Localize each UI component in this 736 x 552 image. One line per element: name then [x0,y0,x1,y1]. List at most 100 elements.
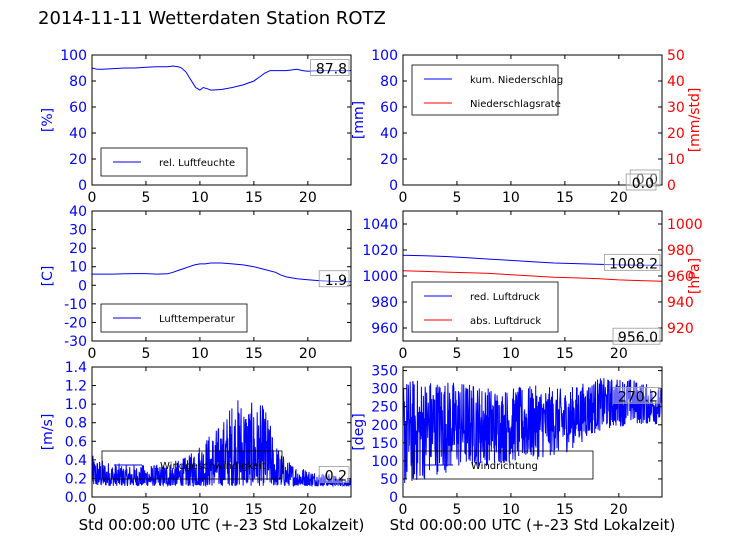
chart-panel-wind_speed: 0 5 10 15 20 0.0 0.2 0.4 0.6 0.8 1.0 1.2 1.4 [m/s] Std… [40,360,364,534]
y-tick-label: 960 [371,321,398,337]
series-line-0 [92,400,351,488]
legend-label: rel. Luftfeuchte [159,158,235,169]
y-tick-label: 40 [69,204,87,220]
y-tick-label: 0.8 [65,416,87,432]
y-tick-label: 1020 [362,243,398,259]
chart-title: 2014-11-11 Wetterdaten Station ROTZ [38,8,386,29]
y2-tick-label: 920 [667,321,694,337]
legend: Lufttemperatur [100,303,248,333]
y-tick-label: 20 [69,241,87,257]
x-tick-label: 0 [88,502,97,518]
y-tick-label: 0.0 [65,490,87,506]
x-tick-label: 0 [399,190,408,206]
y2-tick-label: 30 [667,100,685,116]
legend-label: Windgeschwindigkeit [160,461,266,472]
y-tick-label: 80 [69,74,87,90]
current-value-frame [318,270,350,288]
legend: rel. Luftfeuchte [100,147,248,177]
current-value-text: 1.9 [325,273,347,289]
x-tick-label: 15 [245,502,263,518]
current-value-text: 0.0 [636,172,658,188]
y-tick-label: 40 [380,126,398,142]
y-tick-label: 0.6 [65,434,87,450]
x-tick-label: 5 [141,190,150,206]
y2-tick-label: 0 [667,178,676,194]
x-tick-label: 10 [191,502,209,518]
chart-panel-humidity: 0 5 10 15 20 0 20 40 60 80 100 [%] rel. Luftfeuchte 8… [40,48,352,206]
current-value-box: 87.8 [310,59,350,78]
x-tick-label: 5 [141,346,150,362]
x-axis-label: Std 00:00:00 UTC (+-23 Std Lokalzeit) [390,516,676,534]
y-axis-label: [deg] [351,413,367,450]
chart-panel-rain: 0 5 10 15 20 0 20 40 60 80 100 0 10 20 30 40 50 [mm] [mm/s… [351,48,703,206]
y-tick-label: 60 [69,100,87,116]
y-tick-label: 1.0 [65,397,87,413]
current-value-box: 0.2 [318,466,350,484]
y-tick-label: 200 [371,418,398,434]
y-tick-label: 30 [69,223,87,239]
plot-area [92,262,351,283]
y-tick-label: 100 [371,48,398,64]
y-tick-label: 980 [371,295,398,311]
y-tick-label: -20 [64,315,87,331]
chart-panel-temperature: 0 5 10 15 20 -30 -20 -10 0 10 20 30 40 [C] Lufttempera… [40,204,352,362]
current-value-box: 270.2 [612,387,661,405]
x-tick-label: 5 [452,502,461,518]
y-tick-label: 250 [371,400,398,416]
y-tick-label: 20 [69,152,87,168]
y2-tick-label: 20 [667,126,685,142]
x-tick-label: 20 [610,190,628,206]
y-tick-label: 0 [78,278,87,294]
x-tick-label: 15 [245,190,263,206]
y-tick-label: 0.4 [65,453,87,469]
y-tick-label: -30 [64,334,87,350]
current-value-frame [612,327,661,345]
x-tick-label: 20 [610,502,628,518]
y-tick-label: 150 [371,436,398,452]
y-tick-label: -10 [64,297,87,313]
legend-label: red. Luftdruck [470,292,540,303]
legend-frame [101,450,283,480]
plot-area [92,65,351,91]
y2-tick-label: 10 [667,152,685,168]
y2-tick-label: 940 [667,295,694,311]
current-value-box: 1.9 [318,270,350,289]
current-value-frame [310,59,350,76]
y-axis-label: [m/s] [40,414,56,451]
x-tick-label: 5 [452,190,461,206]
current-value-frame [625,173,657,191]
series-line-0 [403,254,662,266]
series-line-0 [403,378,662,484]
current-value-text: 1008.2 [609,256,658,272]
y-tick-label: 0.2 [65,471,87,487]
plot-frame [402,54,663,186]
current-value-text: 87.8 [316,62,347,78]
y-axis-label: [C] [40,266,56,287]
plot-frame [91,366,352,498]
y-tick-label: 20 [380,152,398,168]
plot-frame [91,54,352,186]
legend: Windgeschwindigkeit [101,450,283,480]
y-tick-label: 100 [60,48,87,64]
y-axis-label: [%] [40,108,56,132]
plot-frame [91,210,352,342]
y-tick-label: 80 [380,74,398,90]
current-value-box: 956.0 [612,327,661,346]
legend-label: Niederschlagsrate [470,99,561,110]
current-value-box: 0.0 [625,173,657,192]
series-line-1 [403,270,662,282]
x-tick-label: 20 [610,346,628,362]
legend: kum. Niederschlag Niederschlagsrate [411,64,563,116]
x-tick-label: 0 [399,502,408,518]
y-tick-label: 1.4 [65,360,87,376]
legend: red. Luftdruck abs. Luftdruck [411,281,559,333]
y-tick-label: 300 [371,382,398,398]
y-tick-label: 60 [380,100,398,116]
x-tick-label: 5 [141,502,150,518]
x-tick-label: 15 [556,190,574,206]
y2-tick-label: 40 [667,74,685,90]
legend-frame [411,64,559,116]
x-tick-label: 20 [299,190,317,206]
y-tick-label: 1000 [362,269,398,285]
